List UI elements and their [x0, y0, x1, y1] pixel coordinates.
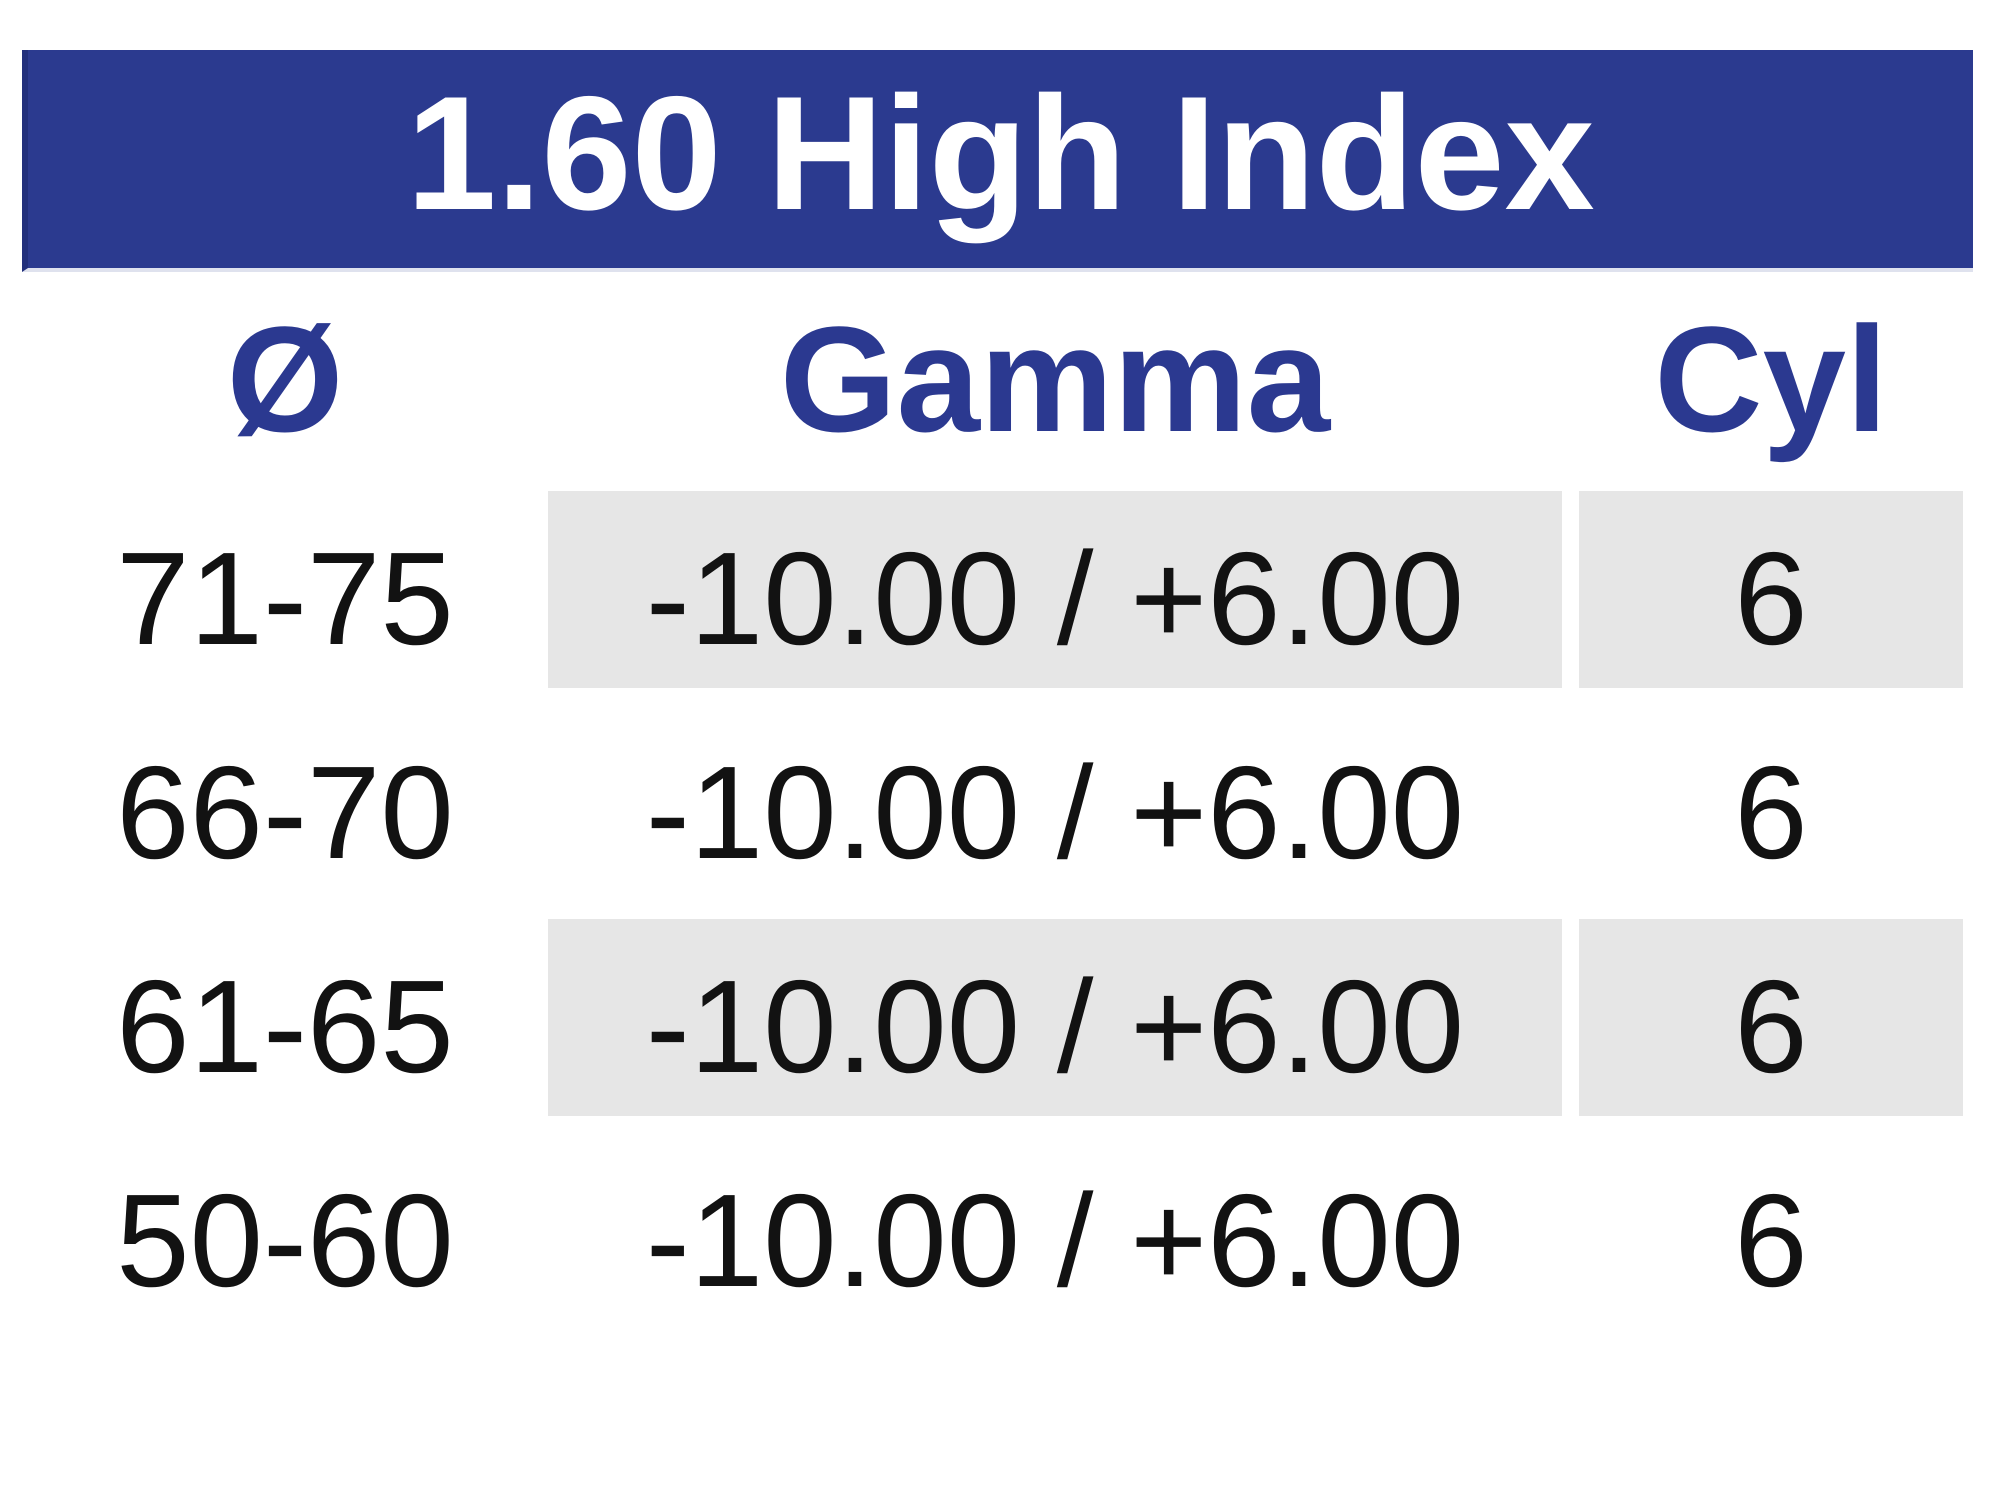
column-gap	[1562, 268, 1579, 491]
column-gap	[1562, 1133, 1579, 1347]
column-gap	[1562, 705, 1579, 919]
column-header-gamma: Gamma	[779, 295, 1331, 463]
table-title-bar: 1.60 High Index	[22, 50, 1973, 272]
table-title: 1.60 High Index	[406, 63, 1595, 244]
column-header-diameter: Ø	[226, 295, 344, 463]
lens-table: Ø Gamma Cyl 71-75 -10.00 / +6.00 6 66-70…	[22, 268, 1963, 1347]
column-header-cyl: Cyl	[1654, 295, 1888, 463]
cell-cyl: 6	[1734, 1166, 1808, 1314]
cell-diameter: 71-75	[116, 524, 454, 672]
cell-gamma: -10.00 / +6.00	[645, 738, 1465, 886]
column-gap	[1562, 491, 1579, 705]
cell-diameter: 61-65	[116, 952, 454, 1100]
cell-gamma: -10.00 / +6.00	[645, 1166, 1465, 1314]
cell-cyl: 6	[1579, 919, 1963, 1133]
cell-gamma: -10.00 / +6.00	[548, 919, 1562, 1133]
cell-diameter: 66-70	[116, 738, 454, 886]
cell-diameter: 50-60	[116, 1166, 454, 1314]
cell-cyl: 6	[1579, 491, 1963, 705]
column-gap	[1562, 919, 1579, 1133]
cell-gamma: -10.00 / +6.00	[548, 491, 1562, 705]
cell-cyl: 6	[1734, 738, 1808, 886]
